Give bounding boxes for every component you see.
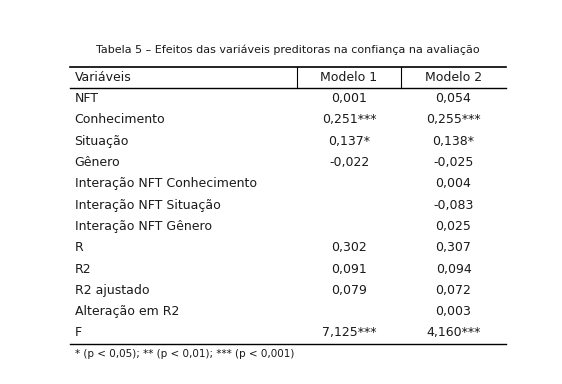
Text: Gênero: Gênero (75, 156, 120, 169)
Text: 0,302: 0,302 (331, 241, 367, 254)
Text: 0,079: 0,079 (331, 284, 367, 297)
Text: -0,025: -0,025 (433, 156, 474, 169)
Text: 0,001: 0,001 (331, 92, 367, 105)
Text: 4,160***: 4,160*** (427, 326, 481, 339)
Text: NFT: NFT (75, 92, 98, 105)
Text: -0,083: -0,083 (433, 199, 474, 212)
Text: Conhecimento: Conhecimento (75, 114, 165, 126)
Text: Variáveis: Variáveis (75, 71, 132, 84)
Text: Interação NFT Situação: Interação NFT Situação (75, 199, 220, 212)
Text: -0,022: -0,022 (329, 156, 369, 169)
Text: Modelo 1: Modelo 1 (320, 71, 378, 84)
Text: 7,125***: 7,125*** (322, 326, 376, 339)
Text: 0,054: 0,054 (436, 92, 472, 105)
Text: 0,072: 0,072 (436, 284, 472, 297)
Text: Situação: Situação (75, 135, 129, 148)
Text: R: R (75, 241, 83, 254)
Text: 0,004: 0,004 (436, 177, 472, 190)
Text: F: F (75, 326, 81, 339)
Text: 0,091: 0,091 (331, 263, 367, 276)
Text: R2 ajustado: R2 ajustado (75, 284, 149, 297)
Text: 0,025: 0,025 (436, 220, 472, 233)
Text: Alteração em R2: Alteração em R2 (75, 305, 179, 318)
Text: 0,003: 0,003 (436, 305, 472, 318)
Text: Tabela 5 – Efeitos das variáveis preditoras na confiança na avaliação: Tabela 5 – Efeitos das variáveis predito… (96, 45, 480, 55)
Text: 0,251***: 0,251*** (322, 114, 376, 126)
Text: R2: R2 (75, 263, 91, 276)
Text: Interação NFT Gênero: Interação NFT Gênero (75, 220, 212, 233)
Text: 0,255***: 0,255*** (426, 114, 481, 126)
Text: Interação NFT Conhecimento: Interação NFT Conhecimento (75, 177, 257, 190)
Text: 0,094: 0,094 (436, 263, 472, 276)
Text: 0,307: 0,307 (436, 241, 472, 254)
Text: * (p < 0,05); ** (p < 0,01); *** (p < 0,001): * (p < 0,05); ** (p < 0,01); *** (p < 0,… (75, 349, 294, 359)
Text: 0,137*: 0,137* (328, 135, 370, 148)
Text: 0,138*: 0,138* (433, 135, 474, 148)
Text: Modelo 2: Modelo 2 (425, 71, 482, 84)
